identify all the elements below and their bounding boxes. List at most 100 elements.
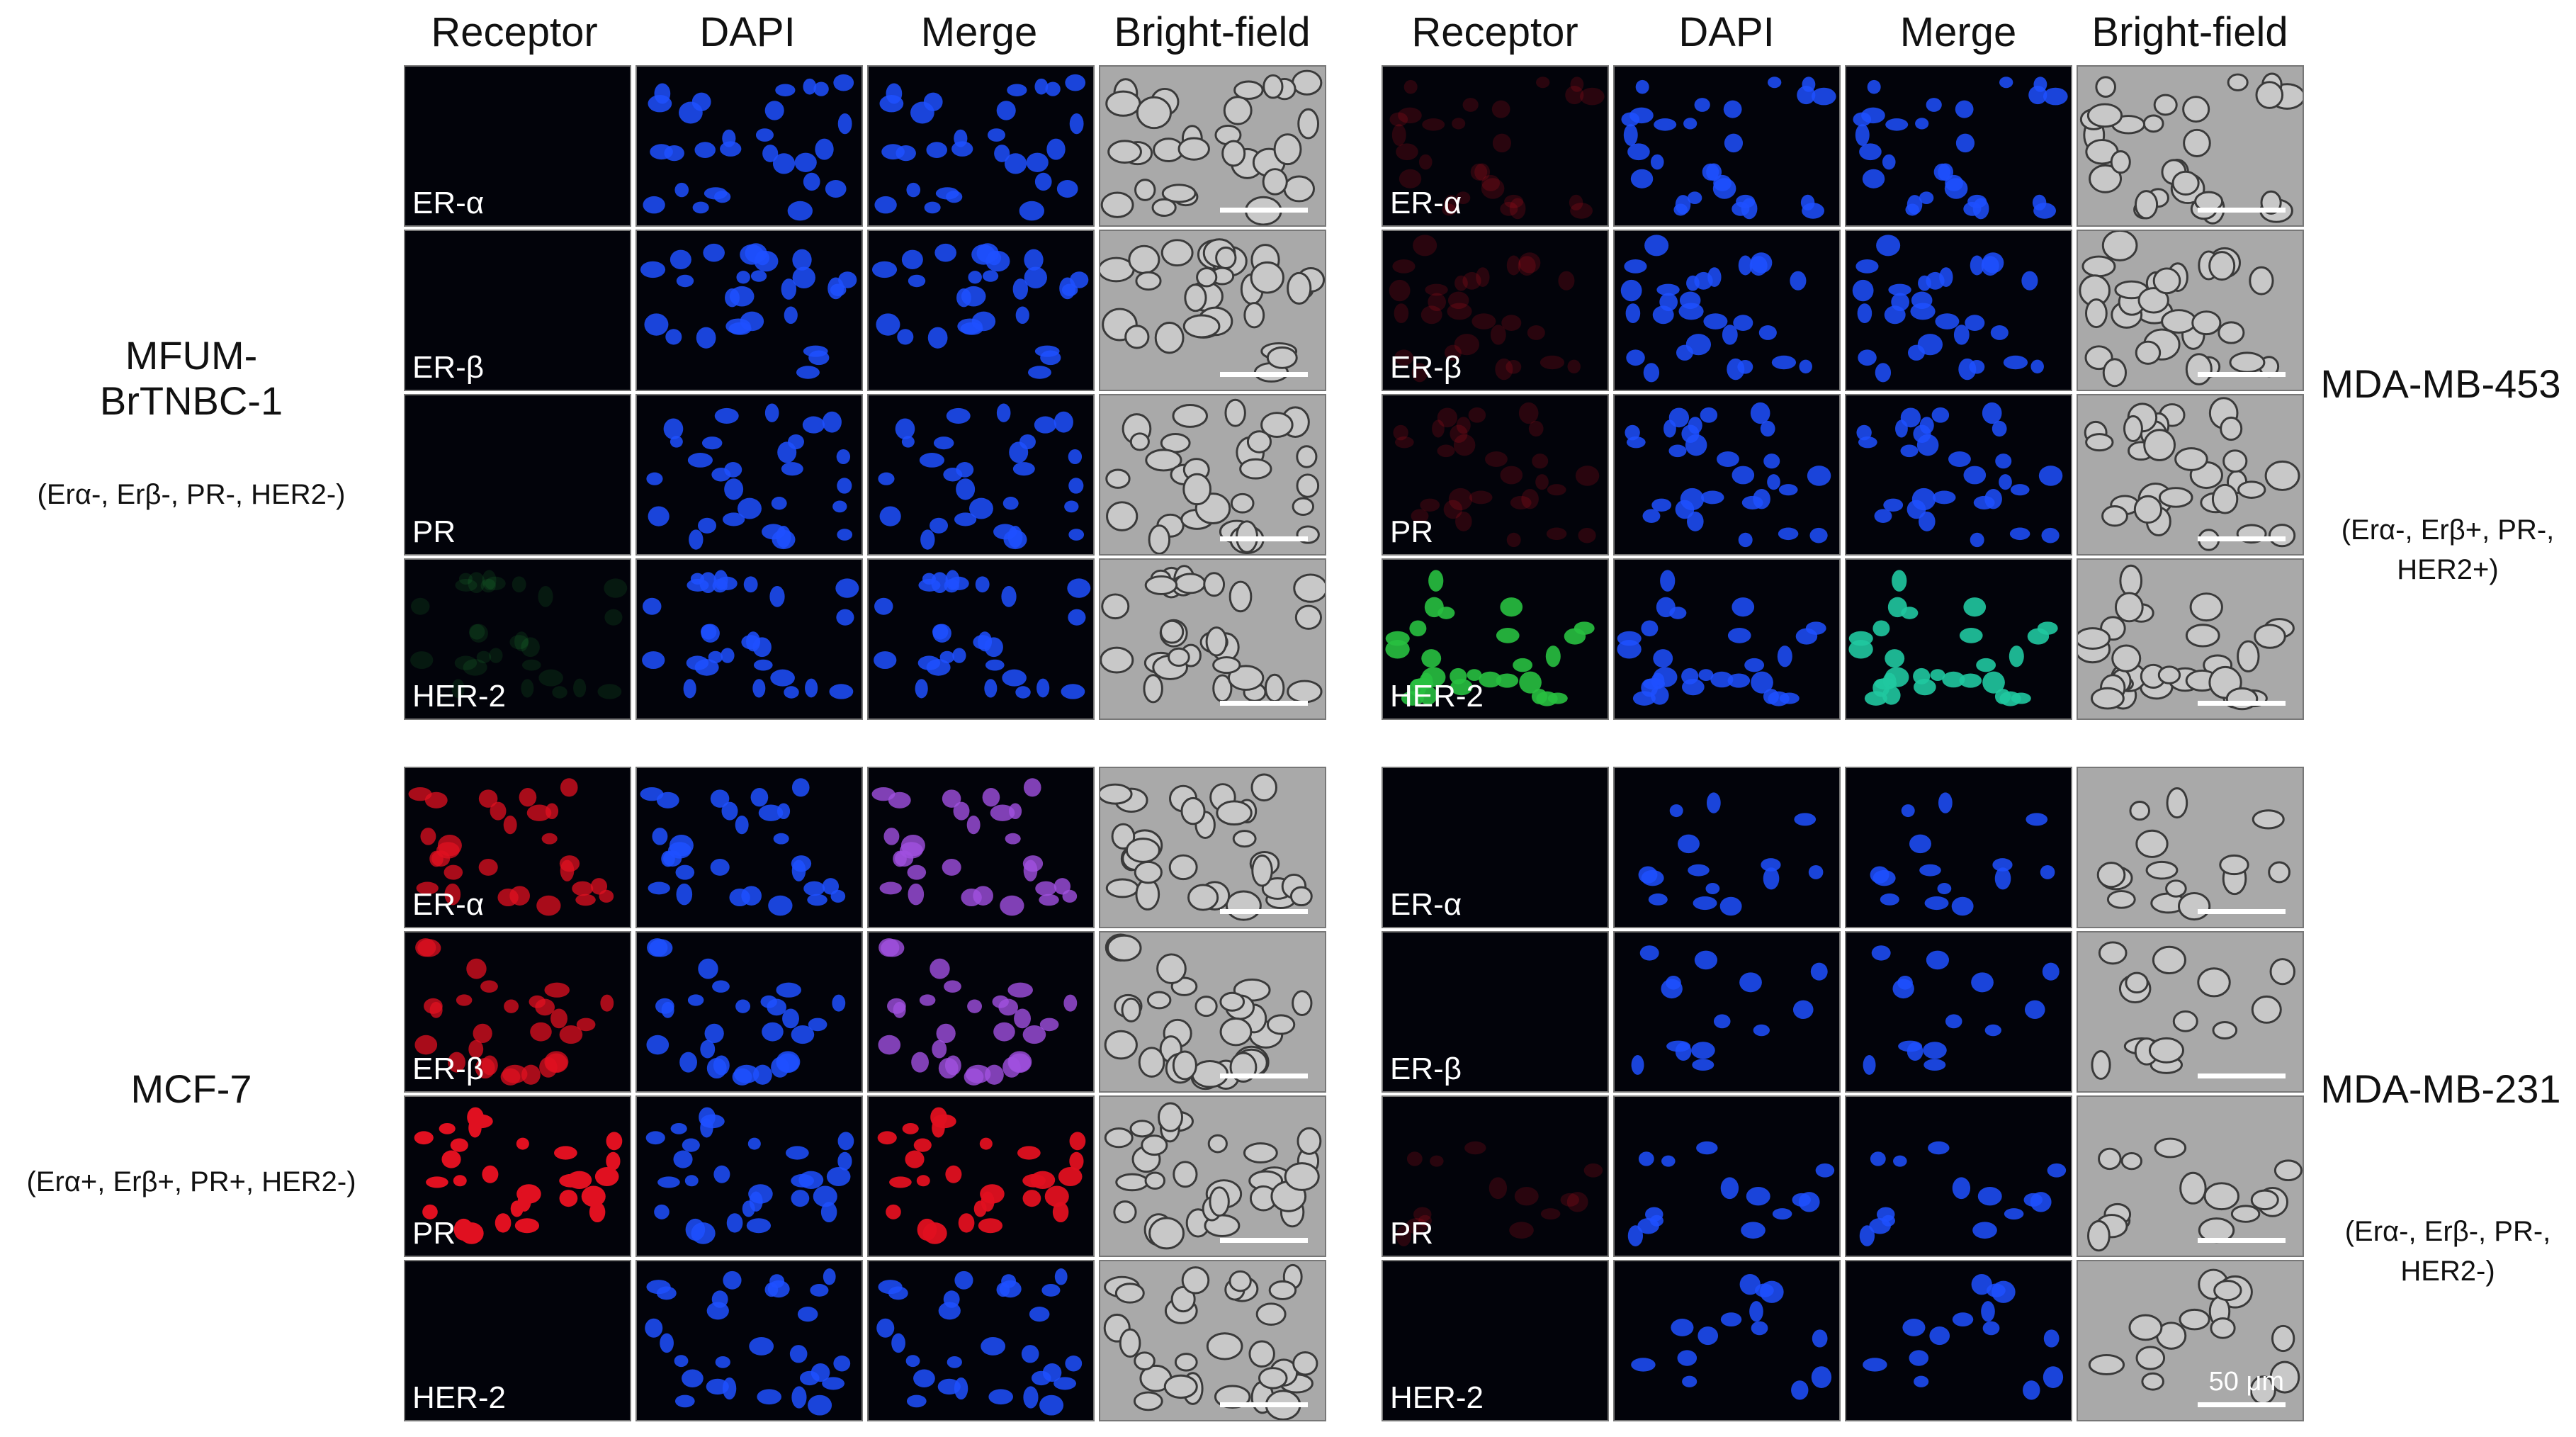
nucleus	[1923, 1042, 1947, 1059]
micrograph	[646, 403, 853, 550]
nucleus	[1685, 434, 1707, 456]
merge-image	[1845, 1095, 2072, 1257]
nucleus	[1495, 358, 1513, 381]
nucleus	[901, 249, 923, 270]
nucleus	[1501, 315, 1522, 332]
nucleus	[832, 500, 847, 513]
nucleus	[803, 881, 825, 896]
nucleus	[1069, 1132, 1086, 1151]
micrograph	[1617, 570, 1826, 706]
cell-outline	[1124, 325, 1150, 349]
nucleus	[908, 883, 925, 906]
nucleus	[1485, 451, 1508, 468]
cell-outline	[1106, 501, 1139, 531]
nucleus	[704, 1023, 724, 1043]
nucleus	[987, 250, 1002, 266]
nucleus	[1012, 462, 1035, 476]
cell-outline	[2227, 73, 2249, 91]
nucleus	[762, 145, 779, 162]
nucleus	[936, 1023, 956, 1043]
micrograph	[876, 1268, 1083, 1416]
nucleus	[1970, 255, 1984, 276]
nucleus	[1411, 363, 1428, 383]
nucleus	[979, 1137, 993, 1150]
micrograph	[2088, 1268, 2300, 1405]
nucleus	[930, 958, 950, 979]
nucleus	[758, 804, 784, 821]
nucleus	[1046, 138, 1066, 160]
nucleus	[968, 271, 982, 284]
nucleus	[683, 679, 696, 699]
nucleus	[1992, 858, 2013, 872]
merge-image	[1845, 394, 2072, 556]
nucleus	[1067, 578, 1091, 598]
cell-outline	[2088, 1353, 2125, 1375]
nucleus	[646, 472, 663, 485]
nucleus	[1648, 893, 1668, 906]
nucleus	[1867, 79, 1881, 94]
nucleus	[642, 651, 665, 670]
nucleus	[1738, 532, 1753, 548]
nucleus	[720, 141, 742, 157]
merge-image	[1845, 230, 2072, 391]
cell-outline	[1182, 473, 1212, 506]
nucleus	[682, 1369, 704, 1388]
nucleus	[600, 994, 614, 1012]
nucleus	[1919, 511, 1936, 531]
nucleus	[1421, 649, 1442, 668]
nucleus	[1863, 1055, 1876, 1075]
nucleus	[2028, 86, 2047, 105]
nucleus	[1702, 163, 1719, 181]
nucleus	[961, 888, 982, 907]
receptor-label: HER-2	[412, 1380, 507, 1415]
cell-outline	[1251, 854, 1273, 887]
cell-outline	[2182, 96, 2210, 123]
micrograph	[874, 74, 1086, 221]
nucleus	[687, 578, 709, 592]
cell-outline	[1293, 573, 1325, 603]
nucleus	[451, 679, 465, 699]
nucleus	[701, 436, 723, 450]
nucleus	[951, 141, 973, 157]
nucleus	[919, 994, 936, 1006]
nucleus	[1504, 194, 1524, 208]
cell-line-name: MDA-MB-453	[2320, 361, 2561, 406]
micrograph	[1625, 402, 1831, 548]
nucleus	[482, 1165, 499, 1183]
nucleus	[713, 1055, 730, 1076]
nucleus	[660, 1333, 674, 1353]
nucleus	[1570, 77, 1584, 92]
nucleus	[1749, 1301, 1763, 1322]
nucleus	[1859, 143, 1882, 161]
cell-outline	[1154, 322, 1185, 354]
nucleus	[1696, 1141, 1718, 1155]
nucleus	[1406, 1151, 1423, 1166]
micrograph	[1863, 1273, 2064, 1400]
nucleus	[881, 939, 905, 957]
nucleus	[422, 1204, 438, 1219]
nucleus	[1876, 235, 1901, 257]
receptor-image: PR	[1382, 1095, 1609, 1257]
nucleus	[1809, 527, 1828, 543]
cell-outline	[2255, 81, 2284, 109]
nucleus	[1790, 271, 1807, 291]
receptor-label: ER-α	[412, 186, 485, 220]
cell-outline	[1246, 430, 1272, 453]
nucleus	[1682, 1375, 1697, 1387]
nucleus	[1736, 194, 1756, 208]
cell-outline	[1215, 246, 1237, 269]
cell-outline	[2148, 1037, 2184, 1064]
nucleus	[749, 1336, 774, 1356]
cell-outline	[2152, 267, 2181, 295]
nucleus	[674, 182, 689, 198]
nucleus	[726, 1213, 743, 1233]
nucleus	[1761, 858, 1781, 872]
nucleus	[813, 1185, 837, 1207]
nucleus	[792, 249, 812, 271]
nucleus	[1500, 597, 1523, 617]
nucleus	[698, 958, 718, 979]
nucleus	[805, 678, 818, 698]
nucleus	[459, 1222, 484, 1244]
nucleus	[1697, 1326, 1719, 1346]
nucleus	[916, 1175, 930, 1187]
